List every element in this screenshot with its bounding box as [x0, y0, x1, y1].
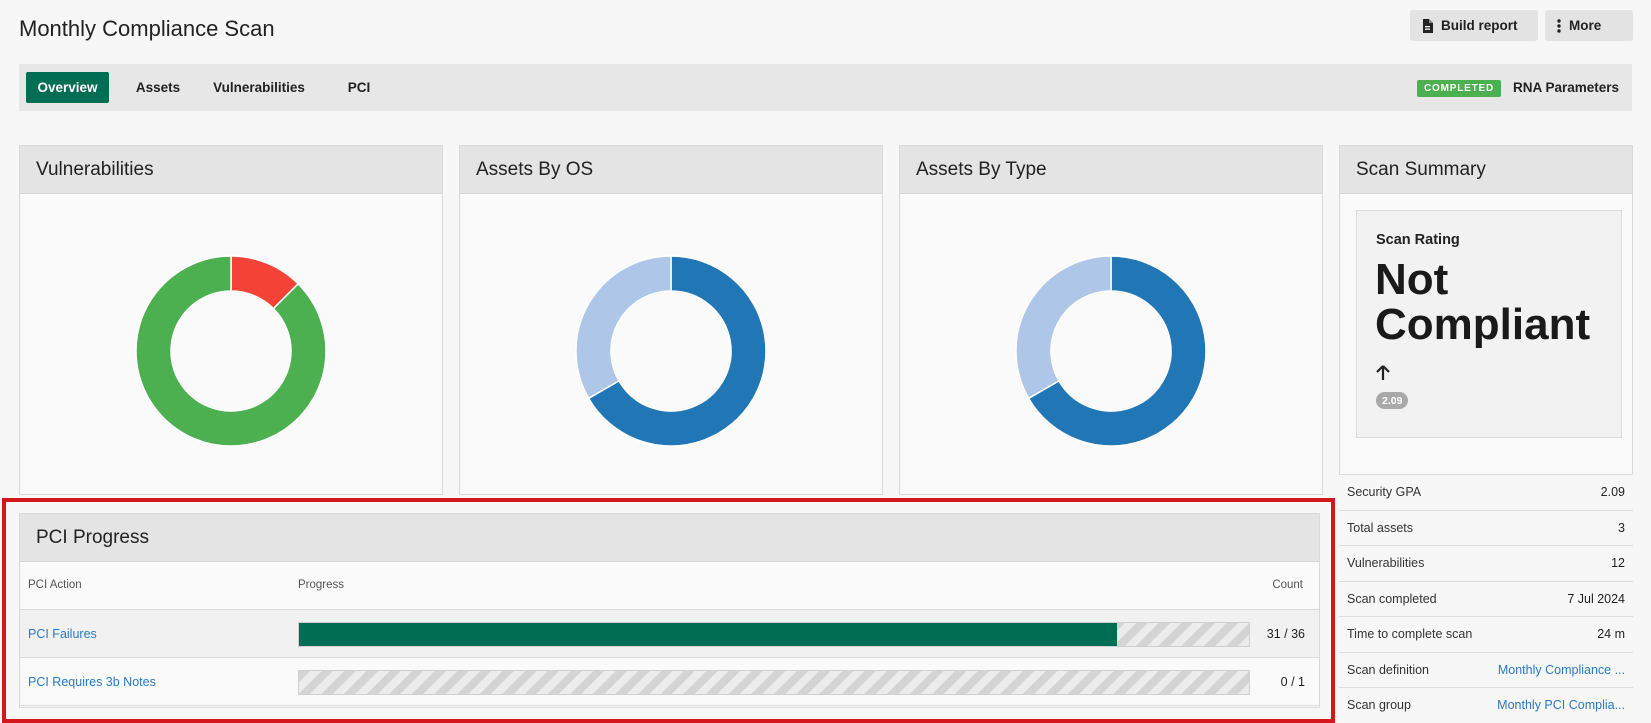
- arrow-up-icon: [1376, 365, 1390, 386]
- summary-label: Vulnerabilities: [1347, 556, 1425, 571]
- more-label: More: [1569, 18, 1602, 33]
- summary-label: Scan completed: [1347, 591, 1437, 606]
- tab-assets[interactable]: Assets: [135, 80, 181, 95]
- count-value: 31 / 36: [1266, 627, 1305, 641]
- donut-slice[interactable]: [135, 255, 327, 447]
- assets-by-type-donut-chart[interactable]: [1010, 250, 1212, 452]
- gpa-badge: 2.09: [1376, 392, 1409, 409]
- tab-pci[interactable]: PCI: [347, 80, 371, 95]
- summary-value: 2.09: [1600, 485, 1625, 500]
- document-icon: [1422, 18, 1433, 33]
- summary-row: Scan definition Monthly Compliance ...: [1339, 651, 1633, 688]
- table-row: PCI Failures 31 / 36: [20, 610, 1319, 658]
- tab-bar: Overview Assets Vulnerabilities PCI COMP…: [19, 64, 1632, 111]
- build-report-button[interactable]: Build report: [1410, 10, 1538, 41]
- assets-by-os-donut-chart[interactable]: [570, 250, 772, 452]
- card-title: Assets By OS: [460, 146, 882, 194]
- scan-rating-label: Scan Rating: [1376, 232, 1460, 248]
- more-vertical-icon: [1557, 18, 1561, 33]
- assets-by-os-card: Assets By OS: [459, 145, 883, 495]
- column-header-action[interactable]: PCI Action: [28, 579, 82, 591]
- summary-row: Time to complete scan 24 m: [1339, 616, 1633, 652]
- scan-rating-value: Not Compliant: [1375, 255, 1591, 349]
- summary-label: Time to complete scan: [1347, 627, 1473, 642]
- summary-row: Security GPA 2.09: [1339, 474, 1633, 510]
- card-title: Assets By Type: [900, 146, 1322, 194]
- summary-row: Scan group Monthly PCI Complia...: [1339, 687, 1633, 723]
- summary-row: Vulnerabilities 12: [1339, 545, 1633, 581]
- summary-row: Scan completed 7 Jul 2024: [1339, 580, 1633, 617]
- column-header-count[interactable]: Count: [1272, 579, 1303, 591]
- page-title: Monthly Compliance Scan: [19, 16, 275, 41]
- scan-rating-box: Scan Rating Not Compliant 2.09: [1356, 210, 1622, 438]
- summary-label: Scan definition: [1347, 662, 1430, 677]
- highlight-frame: [2, 498, 1335, 723]
- summary-label: Security GPA: [1347, 485, 1422, 500]
- build-report-label: Build report: [1441, 18, 1518, 33]
- vulnerabilities-donut-chart[interactable]: [130, 250, 332, 452]
- scan-summary-list: Security GPA 2.09 Total assets 3 Vulnerabi…: [1339, 474, 1633, 723]
- table-row: PCI Requires 3b Notes 0 / 1: [20, 658, 1319, 706]
- progress-bar: [298, 622, 1250, 647]
- card-title: PCI Progress: [20, 514, 1319, 562]
- summary-row: Total assets 3: [1339, 509, 1633, 546]
- progress-bar-fill: [299, 623, 1117, 646]
- card-title: Vulnerabilities: [20, 146, 442, 194]
- donut-slice[interactable]: [1015, 255, 1112, 400]
- tab-overview[interactable]: Overview: [26, 72, 109, 103]
- donut-slice[interactable]: [1027, 255, 1207, 447]
- summary-value: 7 Jul 2024: [1567, 591, 1625, 606]
- table-header-row: PCI Action Progress Count: [20, 562, 1319, 610]
- summary-value: 12: [1611, 556, 1625, 571]
- progress-bar: [298, 670, 1250, 695]
- scan-summary-card: Scan Summary Scan Rating Not Compliant 2…: [1339, 145, 1633, 475]
- card-title: Scan Summary: [1340, 146, 1632, 194]
- more-button[interactable]: More: [1545, 10, 1633, 41]
- scan-group-link[interactable]: Monthly PCI Complia...: [1497, 698, 1625, 713]
- pci-3b-notes-link[interactable]: PCI Requires 3b Notes: [28, 675, 156, 689]
- tab-vulnerabilities[interactable]: Vulnerabilities: [213, 80, 305, 95]
- summary-label: Scan group: [1347, 698, 1411, 713]
- scan-definition-link[interactable]: Monthly Compliance ...: [1497, 662, 1625, 677]
- summary-label: Total assets: [1347, 520, 1414, 535]
- count-value: 0 / 1: [1280, 675, 1305, 689]
- status-badge: COMPLETED: [1417, 80, 1501, 97]
- assets-by-type-card: Assets By Type: [899, 145, 1323, 495]
- column-header-progress[interactable]: Progress: [298, 579, 345, 591]
- summary-value: 24 m: [1597, 627, 1625, 642]
- pci-failures-link[interactable]: PCI Failures: [28, 627, 97, 641]
- donut-slice[interactable]: [587, 255, 767, 447]
- summary-value: 3: [1618, 520, 1625, 535]
- rna-parameters-link[interactable]: RNA Parameters: [1513, 80, 1620, 95]
- vulnerabilities-card: Vulnerabilities: [19, 145, 443, 495]
- donut-slice[interactable]: [575, 255, 672, 400]
- pci-progress-card: PCI Progress PCI Action Progress Count P…: [19, 513, 1320, 708]
